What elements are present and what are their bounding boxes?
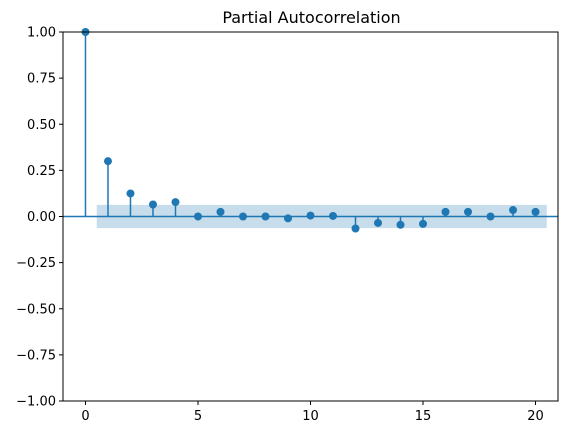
y-tick-label: −1.00 bbox=[16, 395, 56, 410]
x-tick-label: 20 bbox=[527, 409, 544, 424]
x-tick-label: 0 bbox=[81, 409, 89, 424]
chart-title: Partial Autocorrelation bbox=[222, 8, 400, 27]
marker-lag-14 bbox=[396, 220, 405, 229]
x-tick-label: 15 bbox=[415, 409, 432, 424]
marker-lag-15 bbox=[419, 219, 428, 228]
marker-lag-6 bbox=[216, 207, 225, 216]
y-tick-label: 0.00 bbox=[27, 210, 56, 225]
x-tick-label: 10 bbox=[302, 409, 319, 424]
marker-lag-9 bbox=[283, 214, 292, 223]
y-tick-label: 0.50 bbox=[27, 118, 56, 133]
marker-lag-1 bbox=[103, 157, 112, 166]
y-tick-label: −0.50 bbox=[16, 302, 56, 317]
marker-lag-18 bbox=[486, 212, 495, 221]
marker-lag-11 bbox=[329, 211, 338, 220]
marker-lag-10 bbox=[306, 211, 315, 220]
marker-lag-12 bbox=[351, 224, 360, 233]
y-tick-label: 0.25 bbox=[27, 164, 56, 179]
marker-lag-17 bbox=[464, 207, 473, 216]
y-tick-label: 0.75 bbox=[27, 72, 56, 87]
y-tick-label: 1.00 bbox=[27, 26, 56, 41]
axes: 0 5 10 15 20 1.00 0.75 0.50 0.25 0.00 −0.25 −0.50 −0… bbox=[16, 26, 559, 424]
marker-lag-8 bbox=[261, 212, 270, 221]
marker-lag-3 bbox=[148, 200, 157, 209]
marker-lag-4 bbox=[171, 198, 180, 207]
marker-lag-7 bbox=[238, 212, 247, 221]
y-tick-label: −0.25 bbox=[16, 256, 56, 271]
marker-lag-19 bbox=[509, 206, 518, 215]
y-tick-label: −0.75 bbox=[16, 348, 56, 363]
marker-lag-20 bbox=[531, 207, 540, 216]
marker-lag-2 bbox=[126, 189, 135, 198]
marker-lag-5 bbox=[193, 212, 202, 221]
x-tick-label: 5 bbox=[194, 409, 202, 424]
plot-area bbox=[63, 28, 558, 233]
marker-lag-13 bbox=[374, 218, 383, 227]
marker-lag-16 bbox=[441, 207, 450, 216]
